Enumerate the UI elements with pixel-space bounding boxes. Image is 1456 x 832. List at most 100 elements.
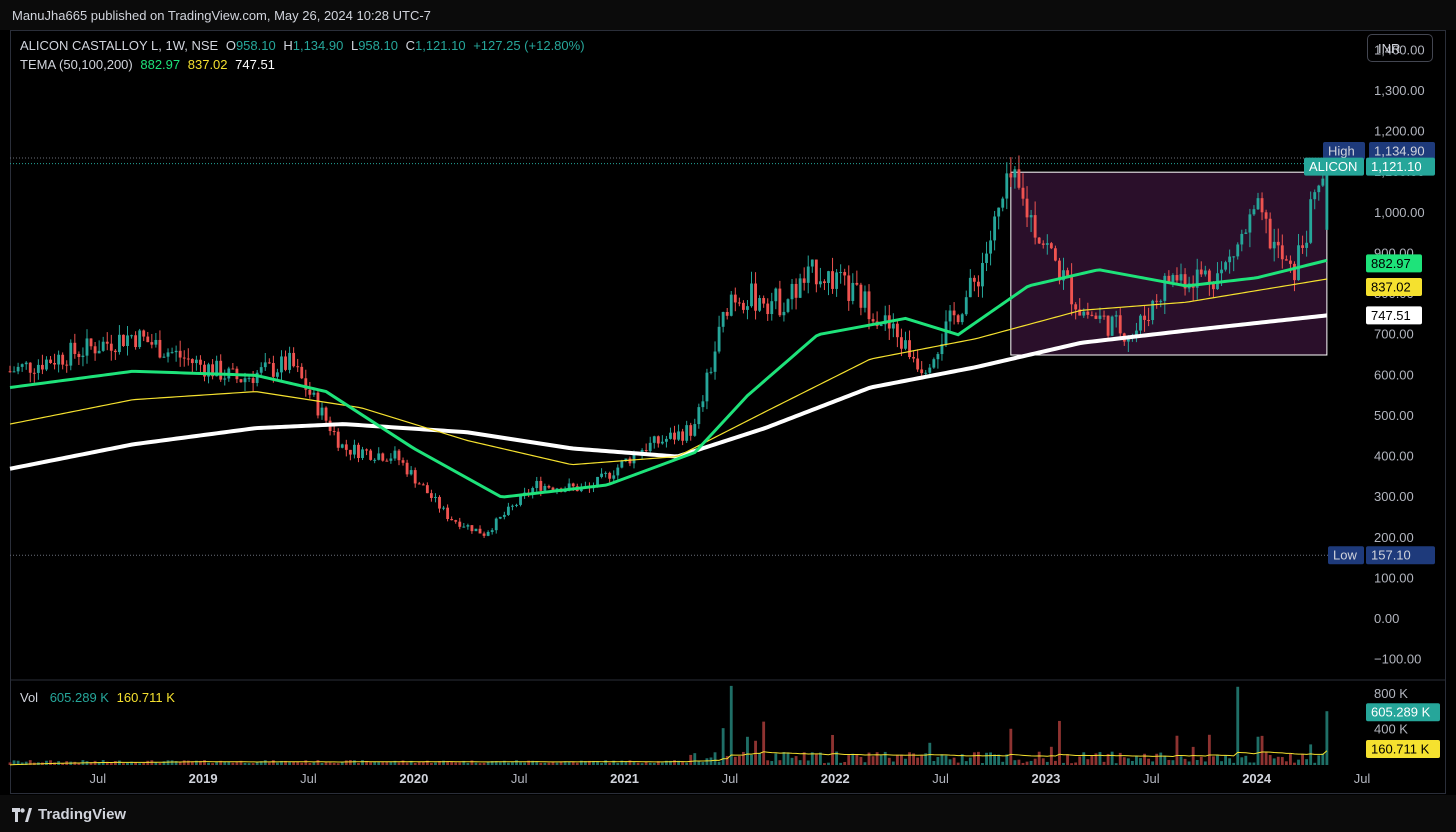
candle-body — [49, 359, 52, 363]
volume-bar — [381, 762, 385, 765]
volume-bar — [1074, 762, 1078, 765]
volume-bar — [1114, 763, 1118, 765]
candle-body — [502, 514, 506, 517]
volume-bar — [559, 761, 563, 765]
candle-body — [117, 334, 121, 353]
candle-body — [1256, 198, 1260, 210]
ohlc-legend[interactable]: ALICON CASTALLOY L, 1W, NSE O958.10 H1,1… — [20, 38, 589, 53]
volume-bar — [352, 760, 356, 765]
volume-bar — [369, 762, 373, 765]
candle-body — [397, 450, 401, 461]
candle-body — [158, 339, 162, 358]
tema-50-value: 882.97 — [140, 57, 181, 72]
volume-bar — [1256, 736, 1260, 765]
volume-bar — [948, 759, 952, 765]
candle-body — [604, 472, 608, 474]
candle-body — [178, 350, 182, 358]
candle-body — [53, 362, 56, 365]
candle-body — [1203, 270, 1207, 275]
low-tag-label: Low — [1333, 548, 1357, 563]
tema-legend[interactable]: TEMA (50,100,200) 882.97 837.02 747.51 — [20, 57, 279, 72]
volume-bar — [494, 761, 498, 765]
volume-bar — [1009, 728, 1013, 765]
volume-bar — [579, 760, 583, 765]
volume-bar — [904, 758, 907, 765]
time-axis[interactable]: Jul 2019 Jul 2020 Jul 2021 Jul 2022 Jul 2023 Jul 20… — [89, 771, 1370, 786]
volume-bar — [186, 760, 190, 765]
high-tag-label: High — [1328, 144, 1355, 159]
candle-body — [377, 453, 381, 460]
volume-bar — [997, 754, 1001, 765]
time-tick-label: 2020 — [399, 771, 428, 786]
volume-bar — [89, 762, 93, 765]
volume-bar — [916, 757, 920, 765]
volume-legend[interactable]: Vol 605.289 K 160.711 K — [20, 690, 179, 705]
volume-tag-bg — [1366, 703, 1440, 722]
tradingview-logo[interactable]: TradingView — [12, 806, 126, 823]
volume-bar — [1264, 751, 1268, 765]
candle-body — [778, 288, 782, 316]
volume-bar — [900, 754, 903, 765]
candle-body — [997, 207, 1001, 217]
candle-body — [843, 272, 847, 276]
candle-body — [154, 339, 158, 345]
time-tick-label: 2019 — [189, 771, 218, 786]
candle-body — [1183, 274, 1187, 289]
volume-bar — [24, 761, 28, 765]
candle-body — [547, 485, 551, 488]
volume-tag: 605.289 K — [1371, 705, 1431, 720]
price-tick-label: 200.00 — [1374, 530, 1414, 545]
candle-body — [105, 341, 109, 344]
vol-ma-value: 160.711 K — [116, 690, 175, 705]
volume-bar — [454, 762, 458, 765]
volume-bar — [575, 762, 579, 765]
chart-frame — [10, 30, 1446, 794]
candle-body — [616, 467, 620, 476]
candle-body — [130, 335, 133, 337]
volume-bar — [511, 762, 514, 765]
currency-button[interactable]: INR — [1367, 34, 1433, 62]
candle-body — [669, 432, 672, 439]
candle-body — [1163, 275, 1167, 301]
volume-bar — [685, 762, 689, 765]
candle-body — [770, 301, 774, 315]
volume-bar — [1240, 757, 1244, 765]
volume-bar — [555, 762, 559, 765]
volume-bar — [61, 762, 65, 765]
volume-bar — [336, 763, 340, 765]
candle-body — [677, 431, 680, 440]
volume-bar — [1013, 760, 1017, 765]
volume-bar — [373, 761, 377, 765]
volume-bar — [1147, 758, 1151, 765]
price-axis[interactable]: 1,400.001,300.001,200.001,100.001,000.00… — [1374, 42, 1425, 666]
volume-tick-label: 400 K — [1374, 721, 1408, 736]
volume-bar — [1086, 759, 1090, 765]
candle-body — [1041, 243, 1045, 245]
volume-bar — [442, 760, 445, 765]
volume-bar — [1203, 761, 1207, 765]
volume-bar — [721, 728, 725, 765]
volume-bar — [1183, 758, 1187, 765]
volume-bar — [194, 760, 198, 765]
candle-body — [814, 259, 818, 285]
volume-bar — [397, 762, 401, 765]
volume-bar — [636, 762, 640, 765]
candle-body — [365, 449, 368, 451]
volume-bar — [604, 760, 608, 765]
candle-body — [421, 484, 425, 486]
candle-body — [713, 351, 717, 372]
candle-body — [1053, 248, 1057, 261]
candle-body — [1272, 241, 1276, 249]
volume-bar — [296, 761, 300, 765]
volume-bar — [1252, 762, 1256, 765]
candle-body — [304, 378, 308, 390]
candle-body — [385, 460, 389, 462]
time-tick-label: Jul — [722, 771, 739, 786]
candle-body — [847, 275, 851, 301]
time-tick-label: Jul — [511, 771, 528, 786]
volume-bar — [1102, 761, 1106, 765]
volume-bar — [588, 760, 591, 765]
low-tag-value: 157.10 — [1371, 548, 1411, 563]
